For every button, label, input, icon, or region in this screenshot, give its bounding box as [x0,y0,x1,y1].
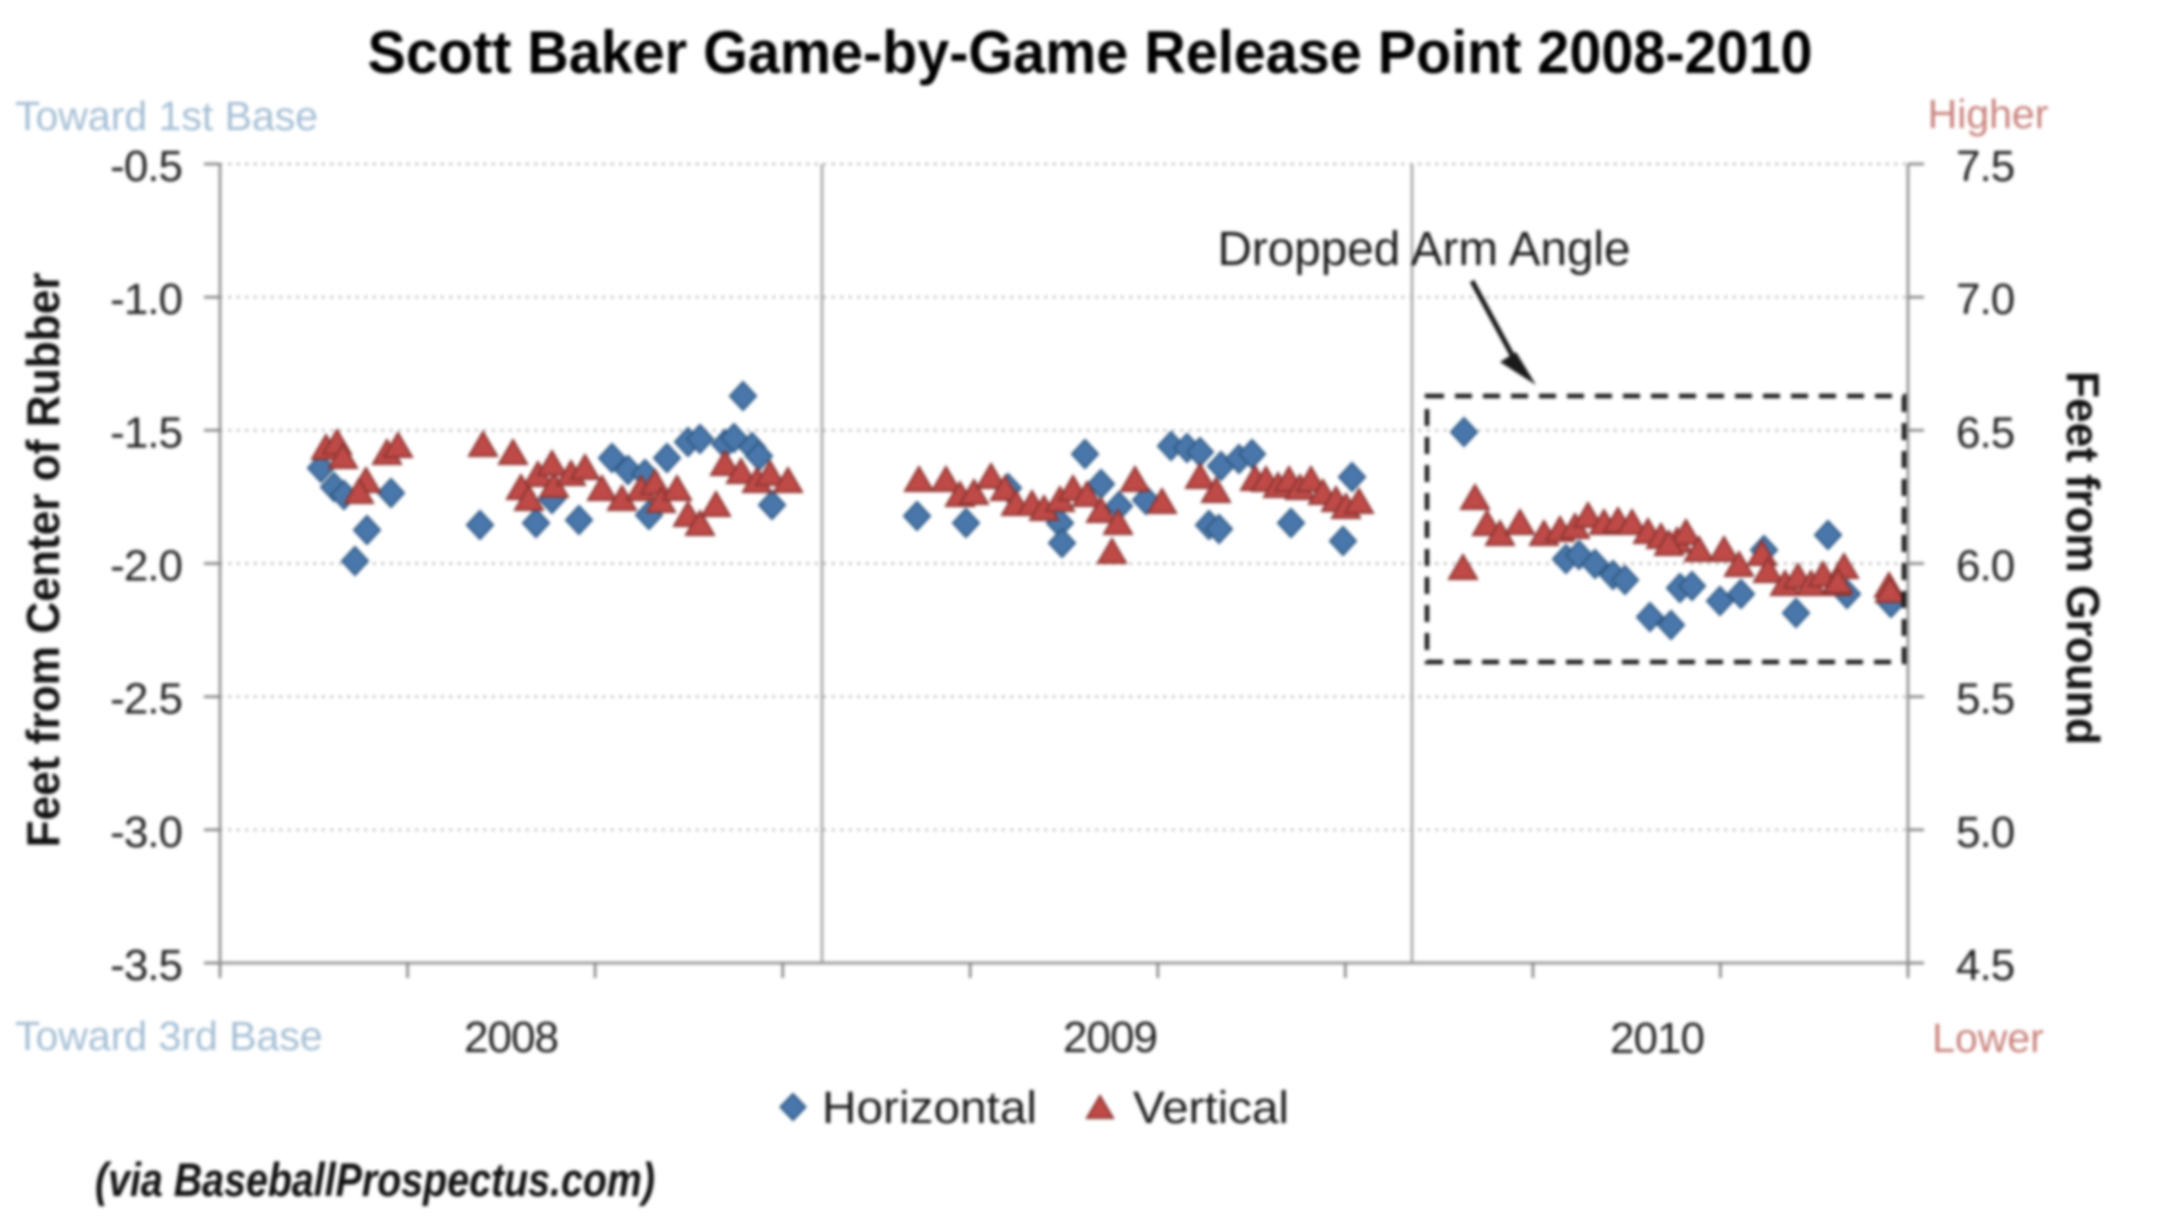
svg-text:-3.5: -3.5 [110,941,182,990]
svg-text:Feet from Ground: Feet from Ground [2057,371,2109,745]
svg-text:5.5: 5.5 [1956,675,2014,724]
svg-text:7.5: 7.5 [1956,142,2014,191]
svg-text:Feet from Center of Rubber: Feet from Center of Rubber [17,272,69,847]
svg-text:Lower: Lower [1932,1015,2044,1061]
svg-text:Scott Baker Game-by-Game Relea: Scott Baker Game-by-Game Release Point 2… [368,19,1813,86]
svg-text:2008: 2008 [464,1013,558,1062]
svg-text:7.0: 7.0 [1956,275,2014,324]
svg-text:Dropped Arm Angle: Dropped Arm Angle [1218,223,1631,276]
svg-text:Horizontal: Horizontal [822,1082,1037,1133]
svg-text:2009: 2009 [1063,1013,1157,1062]
svg-text:6.5: 6.5 [1956,408,2014,457]
svg-text:-2.5: -2.5 [110,675,182,724]
svg-text:-0.5: -0.5 [110,142,182,191]
svg-text:(via BaseballProspectus.com): (via BaseballProspectus.com) [95,1153,655,1206]
svg-text:5.0: 5.0 [1956,808,2014,857]
svg-text:Higher: Higher [1928,91,2049,137]
svg-text:-3.0: -3.0 [110,808,182,857]
svg-text:2010: 2010 [1610,1014,1704,1063]
svg-text:-2.0: -2.0 [110,542,182,591]
svg-text:Vertical: Vertical [1133,1082,1289,1133]
svg-text:Toward 3rd Base: Toward 3rd Base [15,1013,323,1059]
svg-text:-1.0: -1.0 [110,275,182,324]
svg-text:-1.5: -1.5 [110,408,182,457]
svg-text:4.5: 4.5 [1956,941,2014,990]
svg-text:6.0: 6.0 [1956,542,2014,591]
svg-text:Toward 1st Base: Toward 1st Base [15,93,318,139]
